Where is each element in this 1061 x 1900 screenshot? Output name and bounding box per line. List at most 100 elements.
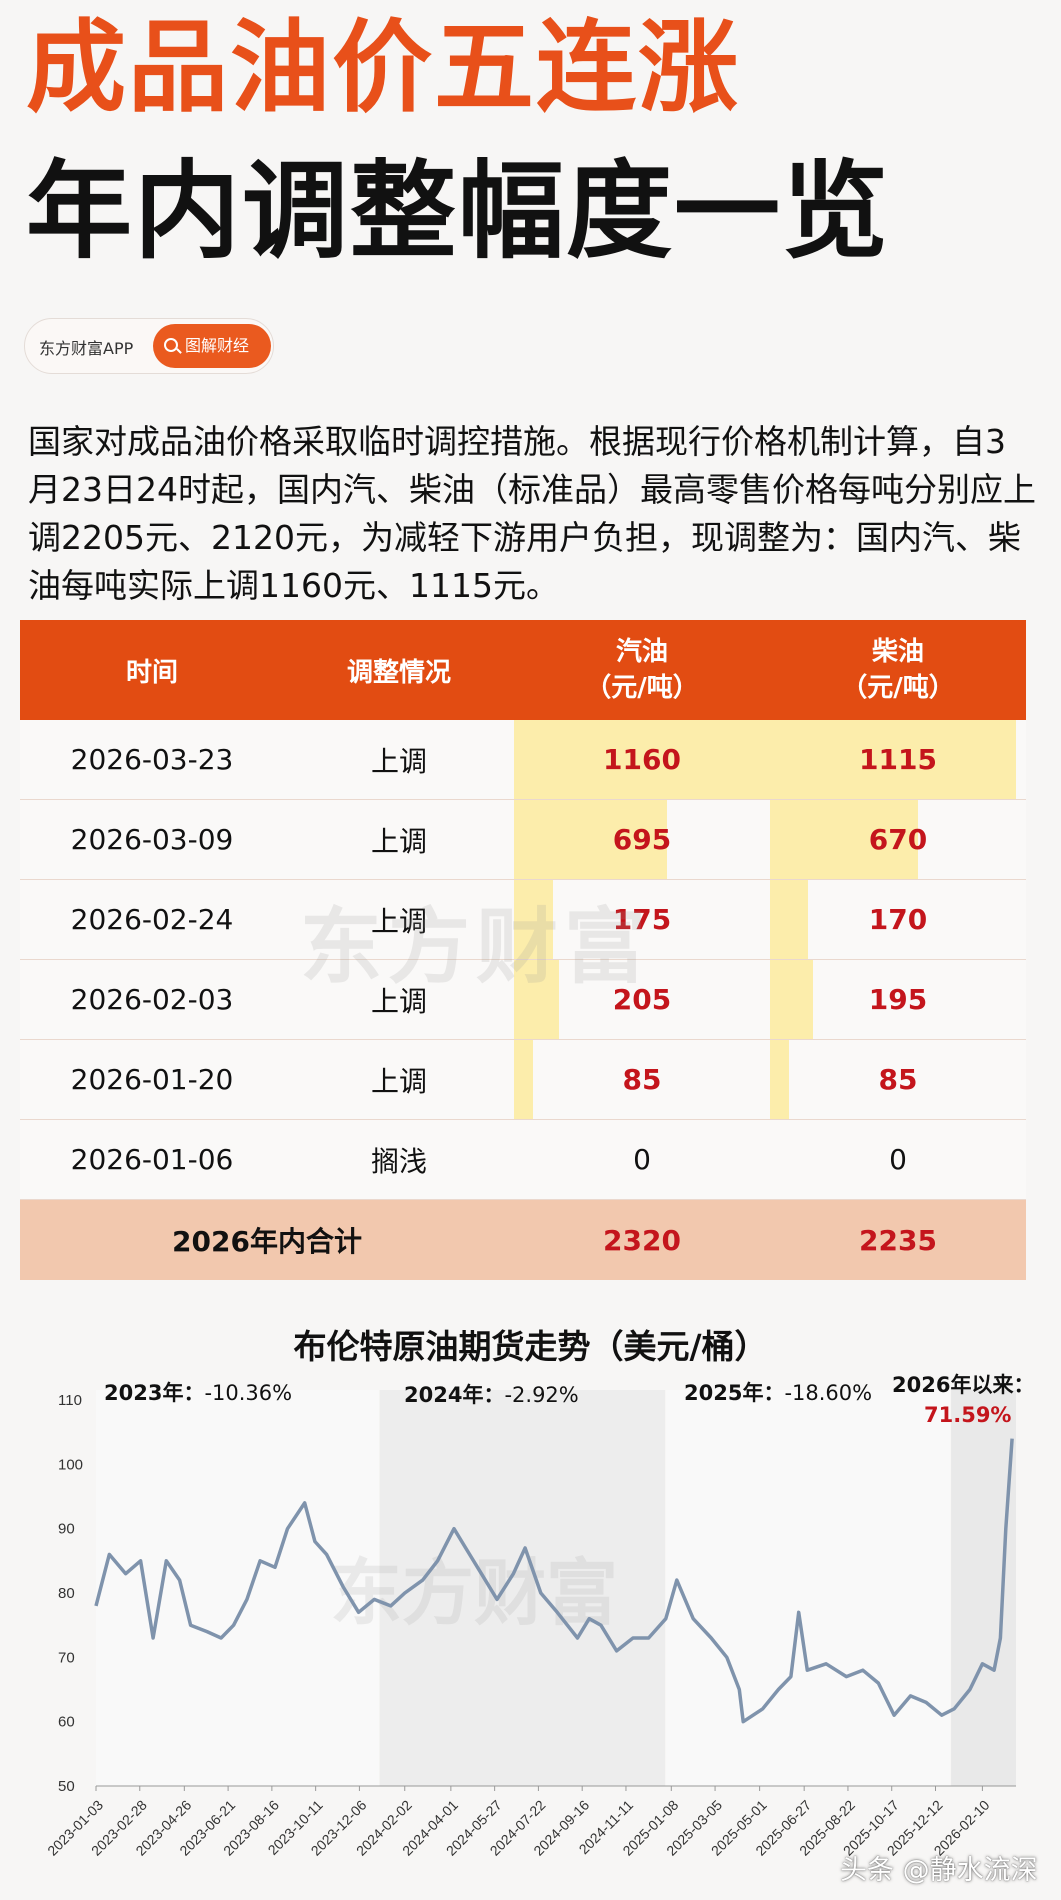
header-gasoline-unit: （元/吨） bbox=[585, 673, 699, 703]
diesel-bar bbox=[770, 720, 1017, 799]
gasoline-value: 0 bbox=[633, 1143, 651, 1176]
gasoline-bar bbox=[514, 880, 553, 959]
header-diesel-unit: （元/吨） bbox=[841, 673, 955, 703]
diesel-bar bbox=[770, 880, 808, 959]
table-row: 2026-02-03 上调 205 195 bbox=[20, 960, 1026, 1040]
cell-status: 上调 bbox=[370, 744, 427, 778]
diesel-value: 670 bbox=[868, 823, 928, 856]
gasoline-bar bbox=[514, 720, 770, 799]
cell-diesel: 1115 bbox=[770, 720, 1026, 799]
chart-watermark: 东方财富 bbox=[330, 1551, 618, 1635]
annotation-value: -10.36% bbox=[204, 1381, 292, 1405]
table-row: 2026-02-24 上调 175 170 bbox=[20, 880, 1026, 960]
cell-date: 2026-03-09 bbox=[70, 823, 234, 856]
annotation-2025: 2025年：-18.60% bbox=[684, 1381, 872, 1405]
table-row: 2026-03-09 上调 695 670 bbox=[20, 800, 1026, 880]
table-header: 时间 调整情况 汽油 （元/吨） 柴油 （元/吨） bbox=[20, 620, 1026, 720]
diesel-value: 170 bbox=[868, 903, 928, 936]
cell-diesel: 85 bbox=[770, 1040, 1026, 1119]
cell-gasoline: 85 bbox=[514, 1040, 770, 1119]
cell-gasoline: 205 bbox=[514, 960, 770, 1039]
gasoline-bar bbox=[514, 800, 668, 879]
y-tick-label: 90 bbox=[58, 1521, 75, 1538]
gasoline-value: 1160 bbox=[603, 743, 681, 776]
cell-diesel: 670 bbox=[770, 800, 1026, 879]
total-label: 2026年内合计 bbox=[172, 1225, 362, 1258]
annotation-value: -2.92% bbox=[504, 1383, 578, 1407]
gasoline-value: 175 bbox=[612, 903, 672, 936]
cell-gasoline: 0 bbox=[514, 1120, 770, 1199]
table-row: 2026-01-06 搁浅 0 0 bbox=[20, 1120, 1026, 1200]
cell-gasoline: 1160 bbox=[514, 720, 770, 799]
y-tick-label: 50 bbox=[58, 1778, 75, 1795]
source-badge: 东方财富APP 图解财经 bbox=[24, 318, 274, 374]
cell-diesel: 195 bbox=[770, 960, 1026, 1039]
cell-diesel: 170 bbox=[770, 880, 1026, 959]
table-watermark: 东方财富 bbox=[300, 900, 653, 995]
header-gasoline: 汽油 （元/吨） bbox=[514, 620, 770, 720]
diesel-bar bbox=[770, 1040, 789, 1119]
cell-status: 上调 bbox=[370, 904, 427, 938]
gasoline-value: 695 bbox=[612, 823, 672, 856]
cell-diesel: 0 bbox=[770, 1120, 1026, 1199]
cell-date: 2026-01-06 bbox=[70, 1143, 234, 1176]
footer-watermark: 头条 @静水流深 bbox=[840, 1855, 1038, 1886]
category-tag-label: 图解财经 bbox=[185, 336, 250, 355]
annotation-2026-value: 71.59% bbox=[924, 1403, 1011, 1427]
y-tick-label: 60 bbox=[58, 1714, 75, 1731]
cell-status: 上调 bbox=[370, 824, 427, 858]
y-tick-label: 80 bbox=[58, 1585, 75, 1602]
series-line bbox=[94, 1438, 1014, 1724]
cell-date: 2026-01-20 bbox=[70, 1063, 234, 1096]
year-band-3 bbox=[951, 1390, 1016, 1786]
cell-status: 上调 bbox=[370, 984, 427, 1018]
intro-paragraph: 国家对成品油价格采取临时调控措施。根据现行价格机制计算，自3月23日24时起，国… bbox=[28, 422, 1036, 605]
cell-date: 2026-03-23 bbox=[70, 743, 234, 776]
cell-date: 2026-02-03 bbox=[70, 983, 234, 1016]
gasoline-bar bbox=[514, 1040, 533, 1119]
total-gasoline: 2320 bbox=[514, 1200, 770, 1280]
table-total-row: 2026年内合计 2320 2235 bbox=[20, 1200, 1026, 1280]
annotation-label: 2024年： bbox=[404, 1383, 504, 1407]
cell-date: 2026-02-24 bbox=[70, 903, 234, 936]
source-label: 东方财富APP bbox=[39, 339, 134, 358]
diesel-value: 0 bbox=[889, 1143, 907, 1176]
gasoline-value: 85 bbox=[622, 1063, 662, 1096]
year-band-1 bbox=[379, 1390, 666, 1786]
brent-price-chart: 50607080901001102023-01-032023-02-282023… bbox=[44, 1373, 1034, 1859]
gasoline-bar bbox=[514, 960, 560, 1039]
total-diesel: 2235 bbox=[770, 1200, 1026, 1280]
total-gasoline-value: 2320 bbox=[603, 1223, 681, 1257]
total-diesel-value: 2235 bbox=[859, 1223, 937, 1257]
header-gasoline-label: 汽油 bbox=[615, 637, 668, 667]
annotation-label: 2023年： bbox=[104, 1381, 204, 1405]
gasoline-value: 205 bbox=[612, 983, 672, 1016]
category-tag[interactable]: 图解财经 bbox=[153, 324, 271, 368]
search-icon bbox=[164, 338, 178, 352]
page-title: 成品油价五连涨 bbox=[26, 9, 740, 126]
page-subtitle: 年内调整幅度一览 bbox=[26, 150, 890, 273]
annotation-2023: 2023年：-10.36% bbox=[104, 1381, 292, 1405]
y-tick-label: 70 bbox=[58, 1649, 75, 1666]
cell-status: 上调 bbox=[370, 1064, 427, 1098]
header-status: 调整情况 bbox=[346, 657, 451, 688]
diesel-value: 195 bbox=[868, 983, 928, 1016]
year-band-0 bbox=[96, 1390, 379, 1786]
diesel-bar bbox=[770, 800, 918, 879]
header-diesel: 柴油 （元/吨） bbox=[770, 620, 1026, 720]
annotation-label: 2025年： bbox=[684, 1381, 784, 1405]
y-tick-label: 100 bbox=[58, 1456, 83, 1473]
year-band-2 bbox=[665, 1390, 951, 1786]
annotation-2024: 2024年：-2.92% bbox=[404, 1383, 579, 1407]
cell-gasoline: 695 bbox=[514, 800, 770, 879]
header-date: 时间 bbox=[125, 657, 178, 688]
diesel-value: 1115 bbox=[859, 743, 937, 776]
table-body: 2026-03-23 上调 1160 1115 2026-03-09 上调 695 670 20… bbox=[20, 720, 1026, 1200]
cell-status: 搁浅 bbox=[370, 1144, 427, 1178]
chart-title: 布伦特原油期货走势（美元/桶） bbox=[293, 1327, 768, 1366]
cell-gasoline: 175 bbox=[514, 880, 770, 959]
table-row: 2026-01-20 上调 85 85 bbox=[20, 1040, 1026, 1120]
annotation-value: -18.60% bbox=[784, 1381, 872, 1405]
header-diesel-label: 柴油 bbox=[871, 637, 924, 667]
diesel-bar bbox=[770, 960, 814, 1039]
